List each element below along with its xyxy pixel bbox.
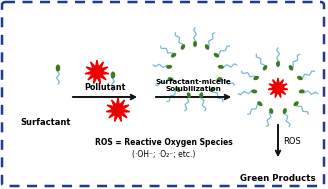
- Ellipse shape: [276, 61, 280, 67]
- Ellipse shape: [297, 76, 303, 80]
- Ellipse shape: [187, 92, 191, 98]
- Text: Surfactant: Surfactant: [20, 118, 71, 127]
- Text: Surfactant-micelle
Solubilization: Surfactant-micelle Solubilization: [155, 79, 231, 92]
- Polygon shape: [85, 60, 109, 84]
- Polygon shape: [268, 78, 288, 98]
- Ellipse shape: [216, 77, 222, 81]
- Ellipse shape: [56, 64, 60, 71]
- Ellipse shape: [205, 44, 209, 50]
- Text: Green Products: Green Products: [240, 174, 316, 183]
- Ellipse shape: [294, 101, 299, 106]
- Text: ROS: ROS: [283, 138, 301, 146]
- Ellipse shape: [218, 65, 224, 69]
- Ellipse shape: [269, 108, 273, 114]
- Ellipse shape: [214, 53, 219, 58]
- Ellipse shape: [299, 89, 305, 93]
- Ellipse shape: [251, 89, 257, 93]
- Text: (·OH⁻; ·O₂⁻; etc.): (·OH⁻; ·O₂⁻; etc.): [132, 150, 196, 159]
- Ellipse shape: [168, 77, 174, 81]
- Ellipse shape: [111, 71, 115, 78]
- Ellipse shape: [263, 65, 267, 70]
- Ellipse shape: [175, 87, 180, 92]
- Ellipse shape: [289, 65, 293, 70]
- Ellipse shape: [283, 108, 287, 114]
- Text: ROS = Reactive Oxygen Species: ROS = Reactive Oxygen Species: [95, 138, 233, 147]
- Ellipse shape: [199, 92, 203, 98]
- Ellipse shape: [166, 65, 172, 69]
- Polygon shape: [106, 98, 130, 122]
- Ellipse shape: [253, 76, 259, 80]
- Ellipse shape: [193, 41, 197, 47]
- Ellipse shape: [171, 53, 176, 58]
- Ellipse shape: [257, 101, 262, 106]
- Ellipse shape: [181, 44, 185, 50]
- Text: Pollutant: Pollutant: [84, 83, 126, 92]
- Ellipse shape: [210, 87, 215, 92]
